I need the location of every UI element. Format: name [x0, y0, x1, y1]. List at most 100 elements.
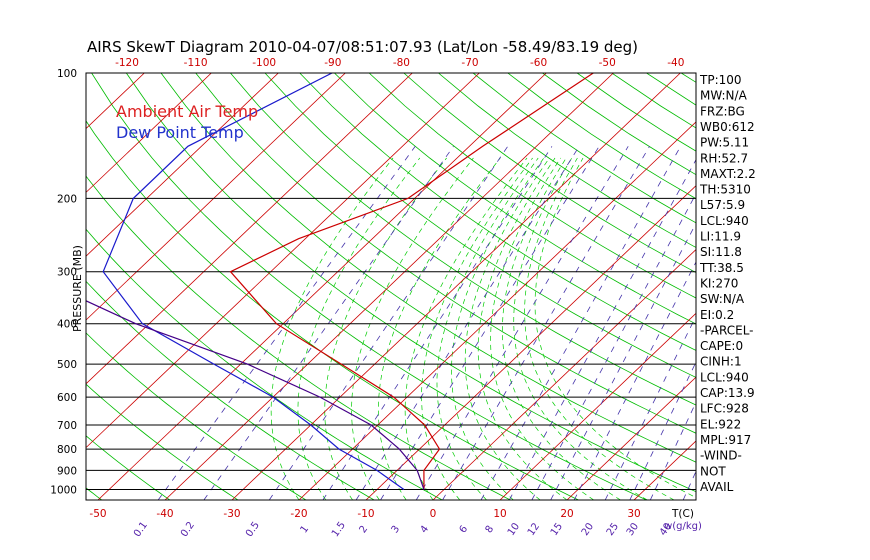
- stat-line: TH:5310: [699, 183, 751, 197]
- dry-adiabat: [751, 73, 870, 500]
- dry-adiabat: [0, 73, 34, 500]
- mixing-ratio-line: [629, 361, 696, 500]
- dry-adiabat: [785, 73, 870, 500]
- isotherm: [0, 73, 77, 500]
- mixing-ratio-line: [531, 192, 696, 500]
- isotherm: [86, 73, 480, 449]
- stat-line: CAP:13.9: [700, 386, 755, 400]
- moist-adiabat: [451, 157, 545, 500]
- dry-adiabat: [299, 73, 696, 351]
- dry-adiabat: [403, 73, 696, 273]
- isotherm: [566, 376, 696, 500]
- mixing-ratio-tick: 10: [506, 521, 522, 538]
- moist-adiabat: [502, 157, 621, 500]
- top-temp-tick: -80: [393, 57, 410, 69]
- plot-frame: [85, 72, 697, 501]
- bottom-temp-tick: 20: [560, 508, 573, 520]
- top-temp-tick: -120: [115, 57, 139, 69]
- mixing-ratio-line: [203, 146, 454, 500]
- bottom-temp-tick: 0: [430, 508, 437, 520]
- isotherm: [86, 73, 346, 321]
- isobars: [86, 72, 696, 490]
- dry-adiabat: [820, 73, 870, 500]
- stat-line: AVAIL: [700, 480, 734, 494]
- moist-adiabat: [490, 157, 594, 500]
- mixing-ratio-line: [604, 315, 696, 500]
- bottom-temp-tick: -40: [156, 508, 173, 520]
- isotherm: [365, 185, 696, 500]
- isotherm: [298, 121, 696, 500]
- stat-line: WB0:612: [700, 120, 755, 134]
- dry-adiabat: [195, 73, 696, 434]
- stat-line: EL:922: [700, 417, 741, 431]
- mixing-ratio-line: [322, 146, 553, 500]
- pressure-tick-800: 800: [57, 444, 77, 456]
- mixing-ratio-tick: 25: [605, 521, 621, 538]
- top-temp-tick: -100: [252, 57, 276, 69]
- legend-dew-point-temp: Dew Point Temp: [116, 123, 244, 142]
- stat-line: NOT: [700, 464, 726, 478]
- bottom-temp-tick: 10: [493, 508, 506, 520]
- y-axis-label: PRESSURE (MB): [71, 245, 84, 332]
- mixing-ratio-tick: 4: [419, 524, 432, 536]
- mixing-ratio-line: [380, 146, 600, 500]
- stat-line: SW:N/A: [700, 292, 745, 306]
- dry-adiabat: [334, 73, 696, 325]
- stat-line: MAXT:2.2: [700, 167, 756, 181]
- mixing-ratio-line: [508, 158, 696, 500]
- stat-line: LCL:940: [700, 370, 749, 384]
- mixing-ratio-line: [442, 146, 650, 500]
- isotherm: [97, 73, 547, 500]
- pressure-tick-400: 400: [57, 319, 77, 331]
- legend-ambient-air-temp: Ambient Air Temp: [116, 102, 258, 121]
- isotherm: [86, 73, 212, 193]
- mixing-ratio-line: [415, 146, 629, 500]
- mixing-ratio-tick: 12: [526, 521, 542, 538]
- isotherm: [835, 73, 870, 500]
- mixing-ratio-tick: 15: [549, 521, 565, 538]
- mixing-ratio-tick: 30: [625, 521, 641, 538]
- mixing-ratio-tick: 1: [299, 524, 312, 536]
- mixing-ratio-unit: w(g/kg): [664, 521, 702, 532]
- stat-line: -PARCEL-: [700, 323, 754, 337]
- pressure-tick-100: 100: [57, 68, 77, 80]
- stat-line: LI:11.9: [700, 230, 741, 244]
- bottom-temp-tick: -50: [89, 508, 106, 520]
- stat-line: KI:270: [700, 276, 738, 290]
- moist-adiabat: [421, 157, 533, 500]
- isotherm: [86, 73, 413, 385]
- stat-line: TT:38.5: [699, 261, 744, 275]
- stat-line: -WIND-: [700, 449, 742, 463]
- dry-adiabat: [264, 73, 696, 378]
- dry-adiabat: [230, 73, 696, 406]
- moist-adiabat: [270, 157, 394, 500]
- isotherm: [164, 73, 614, 500]
- stat-line: CAPE:0: [700, 339, 743, 353]
- isotherm: [86, 73, 279, 257]
- series-ambient-air-temp: [229, 73, 594, 490]
- isotherm: [633, 440, 696, 500]
- stat-line: RH:52.7: [700, 151, 748, 165]
- stat-line: L57:5.9: [700, 198, 745, 212]
- isotherm: [768, 73, 870, 500]
- top-temp-tick: -40: [667, 57, 684, 69]
- dry-adiabat: [438, 73, 696, 248]
- chart-title: AIRS SkewT Diagram 2010-04-07/08:51:07.9…: [87, 38, 638, 56]
- pressure-tick-900: 900: [57, 465, 77, 477]
- pressure-tick-300: 300: [57, 267, 77, 279]
- bottom-temp-tick: -20: [290, 508, 307, 520]
- mixing-ratio-tick: 1.5: [330, 520, 348, 539]
- top-temp-tick: -60: [530, 57, 547, 69]
- mixing-ratio-tick: 0.1: [132, 520, 150, 539]
- temp-unit-label: T(C): [671, 508, 694, 520]
- mixing-ratio-tick: 8: [484, 524, 497, 536]
- pressure-tick-1000: 1000: [50, 484, 77, 496]
- moist-adiabat: [477, 157, 568, 500]
- bottom-temp-tick: 30: [627, 508, 640, 520]
- dry-adiabat: [472, 73, 696, 224]
- moist-adiabat: [524, 157, 675, 500]
- bottom-temp-tick: -10: [357, 508, 374, 520]
- stat-line: MW:N/A: [700, 89, 748, 103]
